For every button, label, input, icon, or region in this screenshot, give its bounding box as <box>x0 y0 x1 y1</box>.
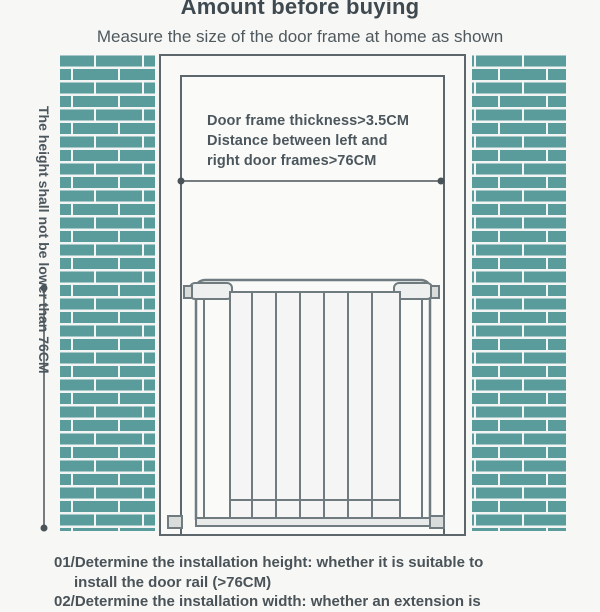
page-subtitle: Measure the size of the door frame at ho… <box>96 27 504 46</box>
left-brick-wall <box>60 55 155 531</box>
frame-thickness-text: Door frame thickness>3.5CM <box>207 113 410 129</box>
height-measure-line <box>40 284 48 532</box>
width-measure-line <box>177 177 445 185</box>
frame-distance-text-1: Distance between left and <box>207 133 388 149</box>
step-1: 01/Determine the installation height: wh… <box>54 553 483 593</box>
safety-gate <box>167 278 445 529</box>
step-2-line-1: 02/Determine the installation width: whe… <box>54 593 481 610</box>
step-1-line-2: install the door rail (>76CM) <box>74 574 272 591</box>
step-2: 02/Determine the installation width: whe… <box>54 592 481 612</box>
step-1-line-1: 01/Determine the installation height: wh… <box>54 554 484 571</box>
right-brick-wall <box>472 55 566 531</box>
height-requirement-text: The height shall not be lower than 76CM <box>36 106 52 374</box>
page-title: Amount before buying <box>180 0 420 19</box>
frame-distance-text-2: right door frames>76CM <box>207 153 377 169</box>
door-frame-requirements: Door frame thickness>3.5CM Distance betw… <box>207 111 409 171</box>
